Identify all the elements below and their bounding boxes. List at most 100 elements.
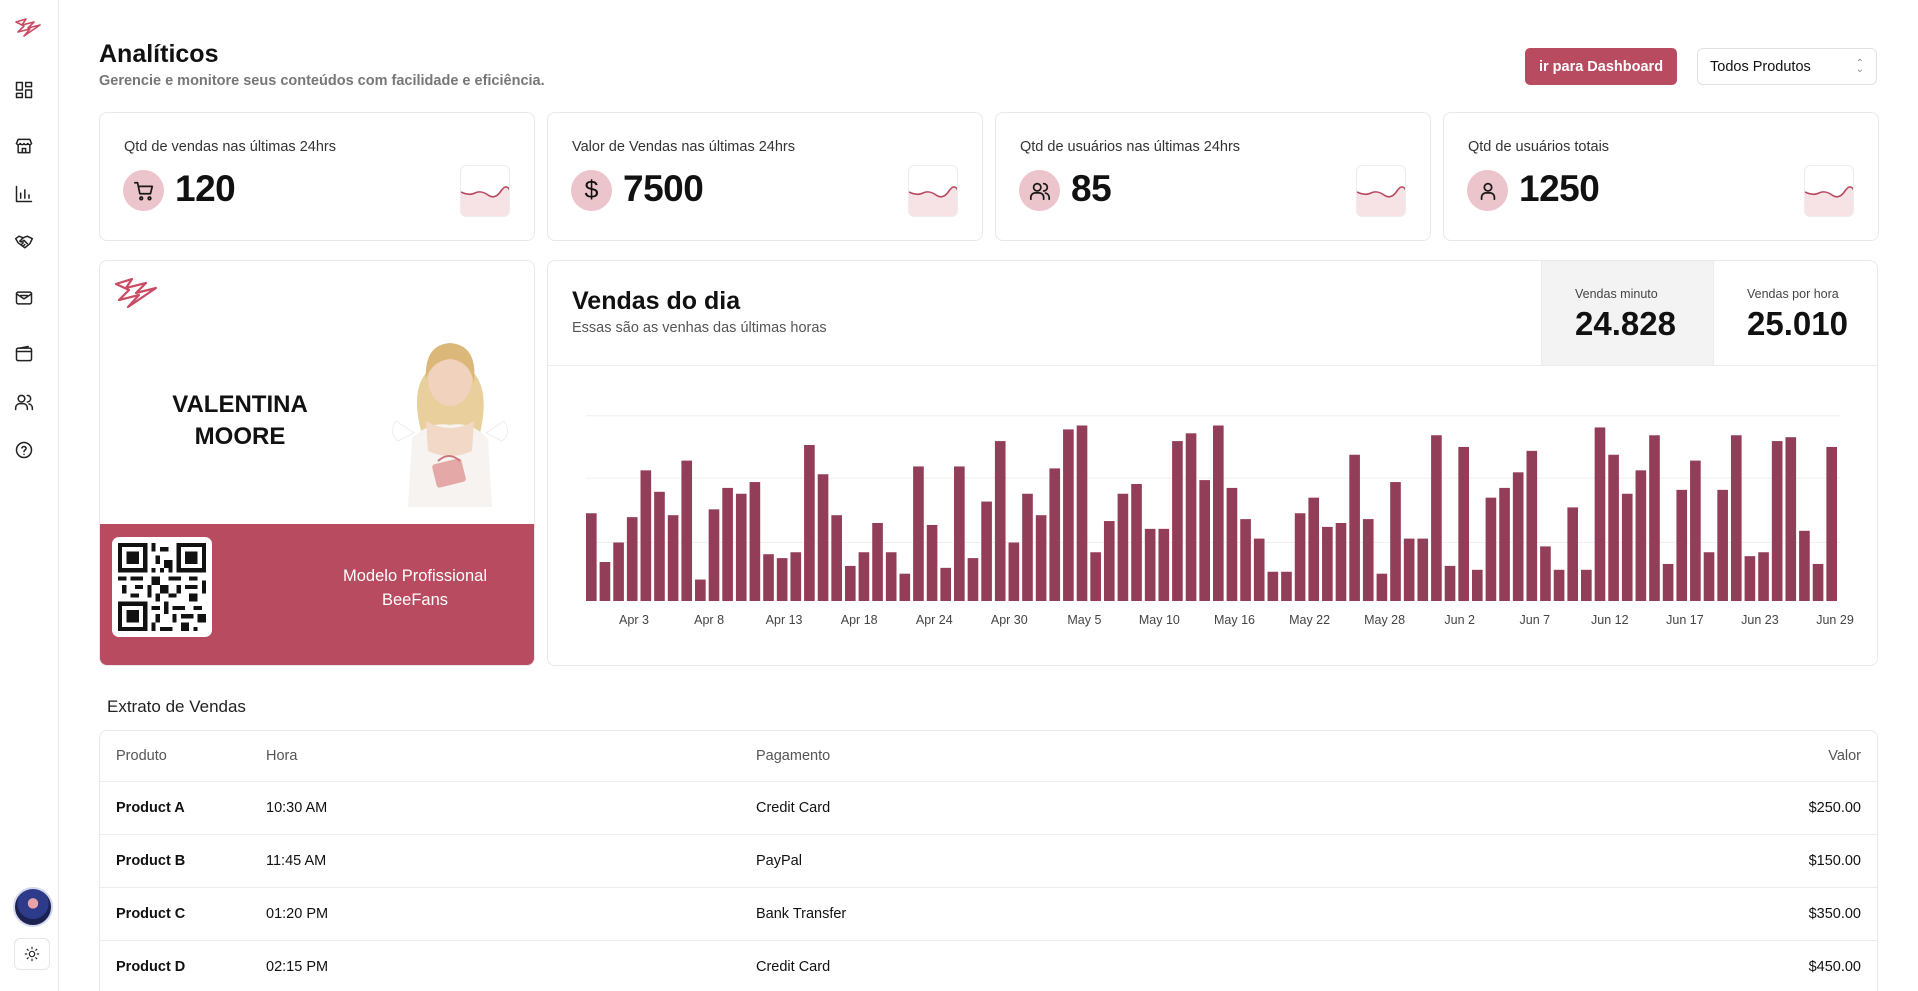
- bar[interactable]: [1213, 425, 1224, 602]
- bar[interactable]: [1758, 552, 1769, 601]
- bar[interactable]: [1594, 427, 1606, 601]
- bar[interactable]: [1444, 565, 1456, 601]
- bar[interactable]: [681, 460, 693, 601]
- sidebar-item-store[interactable]: [12, 134, 36, 158]
- sidebar-item-wallet[interactable]: [12, 342, 36, 366]
- bar[interactable]: [858, 552, 870, 601]
- sidebar-item-messages[interactable]: [12, 286, 36, 310]
- bar[interactable]: [1103, 521, 1115, 601]
- bar[interactable]: [613, 542, 624, 602]
- bar[interactable]: [1281, 571, 1292, 601]
- bar[interactable]: [654, 491, 665, 601]
- bar[interactable]: [1771, 441, 1783, 601]
- bar[interactable]: [872, 523, 883, 601]
- bar[interactable]: [1581, 569, 1592, 601]
- bar[interactable]: [831, 515, 842, 601]
- bar[interactable]: [667, 515, 679, 601]
- bar[interactable]: [1744, 556, 1756, 601]
- bar[interactable]: [1690, 460, 1701, 601]
- table-row[interactable]: Product B 11:45 AM PayPal $150.00: [100, 834, 1877, 888]
- bar[interactable]: [1567, 507, 1579, 601]
- bar[interactable]: [1172, 441, 1183, 601]
- bar[interactable]: [1812, 563, 1824, 601]
- stat-sales-per-hour[interactable]: Vendas por hora 25.010: [1713, 261, 1877, 365]
- bar[interactable]: [1035, 515, 1047, 601]
- bar[interactable]: [640, 470, 652, 601]
- bar[interactable]: [1131, 484, 1142, 601]
- bar[interactable]: [1662, 563, 1674, 601]
- bar[interactable]: [885, 552, 897, 601]
- bar[interactable]: [1335, 523, 1347, 601]
- bar[interactable]: [1799, 530, 1810, 601]
- bar[interactable]: [1022, 493, 1033, 601]
- table-row[interactable]: Product A 10:30 AM Credit Card $250.00: [100, 781, 1877, 835]
- bar[interactable]: [586, 513, 597, 601]
- go-to-dashboard-button[interactable]: ir para Dashboard: [1525, 48, 1677, 85]
- bar[interactable]: [1063, 429, 1074, 601]
- column-header[interactable]: Produto: [100, 731, 250, 782]
- bar[interactable]: [994, 441, 1006, 601]
- column-header[interactable]: Pagamento: [740, 731, 1413, 782]
- bar[interactable]: [1417, 538, 1429, 601]
- bar[interactable]: [804, 445, 815, 601]
- bar[interactable]: [1608, 454, 1619, 601]
- bar[interactable]: [817, 474, 829, 601]
- sidebar-item-dashboard[interactable]: [12, 78, 36, 102]
- bar[interactable]: [776, 558, 788, 601]
- bar[interactable]: [967, 558, 979, 601]
- bar[interactable]: [722, 487, 733, 601]
- bar[interactable]: [1253, 538, 1265, 601]
- bar[interactable]: [708, 509, 720, 601]
- column-header[interactable]: Hora: [250, 731, 740, 782]
- bar[interactable]: [1785, 437, 1797, 601]
- bar[interactable]: [1308, 497, 1320, 601]
- bar[interactable]: [1676, 489, 1688, 601]
- bar[interactable]: [1158, 528, 1170, 601]
- theme-toggle-button[interactable]: [14, 938, 50, 970]
- bar[interactable]: [1403, 538, 1415, 601]
- bar[interactable]: [981, 501, 992, 601]
- bar[interactable]: [1635, 470, 1647, 601]
- bar[interactable]: [1649, 435, 1660, 601]
- bar[interactable]: [1540, 546, 1551, 601]
- table-row[interactable]: Product D 02:15 PM Credit Card $450.00: [100, 940, 1877, 991]
- bar[interactable]: [1267, 571, 1279, 601]
- bar[interactable]: [954, 466, 965, 601]
- bar[interactable]: [913, 466, 924, 601]
- bar[interactable]: [1049, 468, 1061, 601]
- bar[interactable]: [1322, 526, 1333, 601]
- bar[interactable]: [1076, 425, 1088, 602]
- product-filter-select[interactable]: Todos Produtos ⌃ ⌄: [1697, 48, 1877, 85]
- bar[interactable]: [1362, 519, 1374, 601]
- bar[interactable]: [1730, 435, 1742, 601]
- brand-logo-icon[interactable]: [14, 16, 44, 40]
- bar[interactable]: [1240, 519, 1251, 601]
- bar[interactable]: [1117, 493, 1129, 601]
- bar[interactable]: [763, 554, 774, 601]
- table-row[interactable]: Product C 01:20 PM Bank Transfer $350.00: [100, 887, 1877, 941]
- bar[interactable]: [1703, 552, 1715, 601]
- bar[interactable]: [735, 493, 747, 601]
- bar[interactable]: [1471, 569, 1483, 601]
- bar[interactable]: [1008, 542, 1020, 602]
- sidebar-item-partners[interactable]: [12, 230, 36, 254]
- bar[interactable]: [1553, 569, 1565, 601]
- bar[interactable]: [1621, 493, 1633, 601]
- bar[interactable]: [1499, 487, 1510, 601]
- bar[interactable]: [1526, 450, 1538, 601]
- bar[interactable]: [749, 482, 761, 601]
- bar[interactable]: [599, 562, 611, 601]
- bar[interactable]: [1349, 454, 1360, 601]
- bar[interactable]: [1431, 435, 1442, 601]
- bar[interactable]: [1090, 552, 1101, 601]
- qr-code[interactable]: [112, 537, 212, 637]
- column-header[interactable]: Valor: [1412, 731, 1877, 782]
- bar[interactable]: [1144, 528, 1156, 601]
- user-avatar[interactable]: [13, 887, 53, 927]
- bar[interactable]: [1294, 513, 1306, 601]
- bar[interactable]: [1185, 433, 1197, 601]
- bar[interactable]: [1717, 489, 1728, 601]
- bar[interactable]: [1485, 497, 1497, 601]
- bar[interactable]: [926, 524, 938, 601]
- sidebar-item-users[interactable]: [12, 390, 36, 414]
